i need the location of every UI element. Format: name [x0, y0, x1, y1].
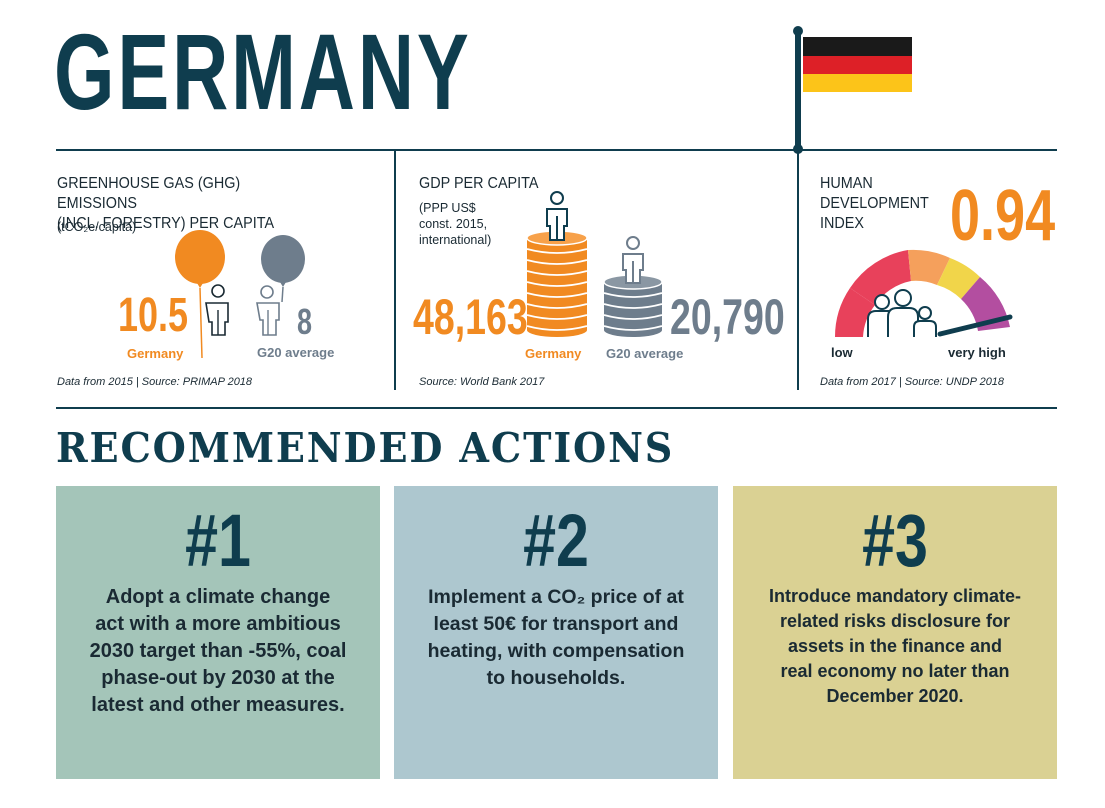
- ghg-germany-value: 10.5: [118, 289, 189, 342]
- action-card-number: #2: [523, 499, 589, 582]
- gdp-source: Source: World Bank 2017: [419, 376, 545, 388]
- germany-flag-icon: [793, 26, 912, 154]
- action-card-number: #1: [185, 499, 251, 582]
- ghg-g20-value: 8: [297, 301, 313, 342]
- gdp-germany-value: 48,163: [413, 289, 528, 345]
- coin-stacks-icon: [526, 191, 663, 337]
- ghg-heading: GREENHOUSE GAS (GHG) EMISSIONS (INCL. FO…: [57, 175, 275, 232]
- header-divider: [56, 149, 1057, 151]
- hdi-heading: HUMAN DEVELOPMENT INDEX: [820, 175, 929, 232]
- action-card-text: Introduce mandatory climate- related ris…: [768, 586, 1022, 706]
- action-card-text: Adopt a climate change act with a more a…: [89, 586, 347, 716]
- gdp-g20-value: 20,790: [670, 289, 785, 345]
- action-card-1: #1 Adopt a climate change act with a mor…: [56, 486, 380, 779]
- gdp-g20-label: G20 average: [606, 346, 684, 361]
- gdp-germany-label: Germany: [525, 346, 582, 361]
- hdi-low-label: low: [831, 345, 853, 360]
- hdi-value: 0.94: [950, 176, 1056, 256]
- action-card-text: Implement a CO₂ price of at least 50€ fo…: [427, 586, 685, 689]
- stats-bottom-divider: [56, 407, 1057, 409]
- hdi-gauge-icon: [834, 249, 1013, 337]
- ghg-source: Data from 2015 | Source: PRIMAP 2018: [57, 376, 253, 388]
- action-card-number: #3: [862, 499, 928, 582]
- action-card-2: #2 Implement a CO₂ price of at least 50€…: [394, 486, 718, 779]
- hdi-source: Data from 2017 | Source: UNDP 2018: [820, 376, 1005, 388]
- gdp-heading: GDP PER CAPITA: [419, 175, 539, 192]
- hdi-high-label: very high: [948, 345, 1006, 360]
- stat-divider-1: [394, 150, 396, 390]
- gdp-unit: (PPP US$ const. 2015, international): [419, 201, 492, 247]
- page-title: GERMANY: [54, 11, 472, 132]
- ghg-g20-label: G20 average: [257, 345, 335, 360]
- recommended-actions-heading: RECOMMENDED ACTIONS: [56, 424, 675, 472]
- balloon-figures-icon: [175, 230, 305, 359]
- stat-divider-2: [797, 150, 799, 390]
- ghg-germany-label: Germany: [127, 346, 184, 361]
- action-card-3: #3 Introduce mandatory climate- related …: [733, 486, 1057, 779]
- ghg-unit: (tCO₂e/capita): [57, 220, 137, 234]
